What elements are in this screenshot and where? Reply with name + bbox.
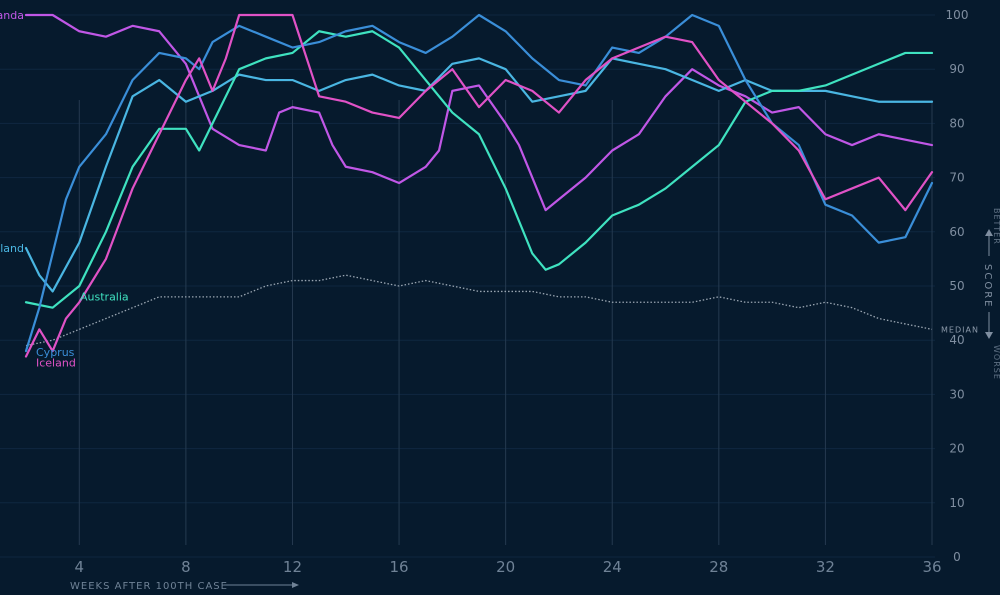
worse-label: WORSE bbox=[992, 345, 1000, 380]
y-axis-side-label: BETTER SCORE WORSE bbox=[982, 208, 1000, 380]
series-label-thailand: Thailand bbox=[0, 242, 24, 255]
right-arrow-icon bbox=[292, 582, 299, 588]
y-axis-ticks: 0 10 20 30 40 50 60 70 80 90 100 bbox=[946, 8, 969, 564]
grid bbox=[0, 14, 935, 558]
x-tick-label: 36 bbox=[922, 558, 941, 576]
y-axis-label: SCORE bbox=[982, 264, 993, 308]
up-arrow-icon bbox=[985, 229, 993, 236]
series-label-cyprus: Cyprus bbox=[36, 346, 75, 359]
median-line-group: MEDIAN bbox=[25, 274, 979, 347]
x-tick-label: 12 bbox=[283, 558, 302, 576]
y-tick-label: 90 bbox=[949, 62, 964, 76]
y-tick-label: 20 bbox=[949, 442, 964, 456]
better-label: BETTER bbox=[992, 208, 1000, 245]
series-label-rwanda: Rwanda bbox=[0, 9, 24, 22]
x-axis-title: WEEKS AFTER 100TH CASE bbox=[70, 581, 299, 592]
x-tick-label: 32 bbox=[816, 558, 835, 576]
y-tick-label: 30 bbox=[949, 387, 964, 401]
x-axis-ticks: 4 8 12 16 20 24 28 32 36 bbox=[75, 558, 942, 576]
x-tick-label: 4 bbox=[75, 558, 85, 576]
median-label: MEDIAN bbox=[941, 325, 979, 334]
series-label-australia: Australia bbox=[80, 290, 129, 303]
y-tick-label: 70 bbox=[949, 171, 964, 185]
series-line-thailand bbox=[24, 57, 934, 293]
x-tick-label: 8 bbox=[181, 558, 191, 576]
y-tick-label: 60 bbox=[949, 225, 964, 239]
y-tick-label: 40 bbox=[949, 333, 964, 347]
x-tick-label: 24 bbox=[603, 558, 622, 576]
series-line-australia bbox=[24, 30, 934, 309]
series-label-iceland: Iceland bbox=[36, 356, 76, 369]
x-axis-label: WEEKS AFTER 100TH CASE bbox=[70, 581, 228, 592]
y-tick-label: 10 bbox=[949, 496, 964, 510]
series-line-cyprus bbox=[24, 13, 934, 353]
x-tick-label: 20 bbox=[496, 558, 515, 576]
series-line-iceland bbox=[24, 13, 934, 358]
down-arrow-icon bbox=[985, 332, 993, 339]
x-tick-label: 28 bbox=[709, 558, 728, 576]
y-tick-label: 50 bbox=[949, 279, 964, 293]
y-tick-label: 0 bbox=[953, 550, 961, 564]
series-lines bbox=[24, 13, 934, 358]
series-line-rwanda bbox=[24, 13, 934, 212]
y-tick-label: 80 bbox=[949, 116, 964, 130]
y-tick-label: 100 bbox=[946, 8, 969, 22]
x-tick-label: 16 bbox=[390, 558, 409, 576]
